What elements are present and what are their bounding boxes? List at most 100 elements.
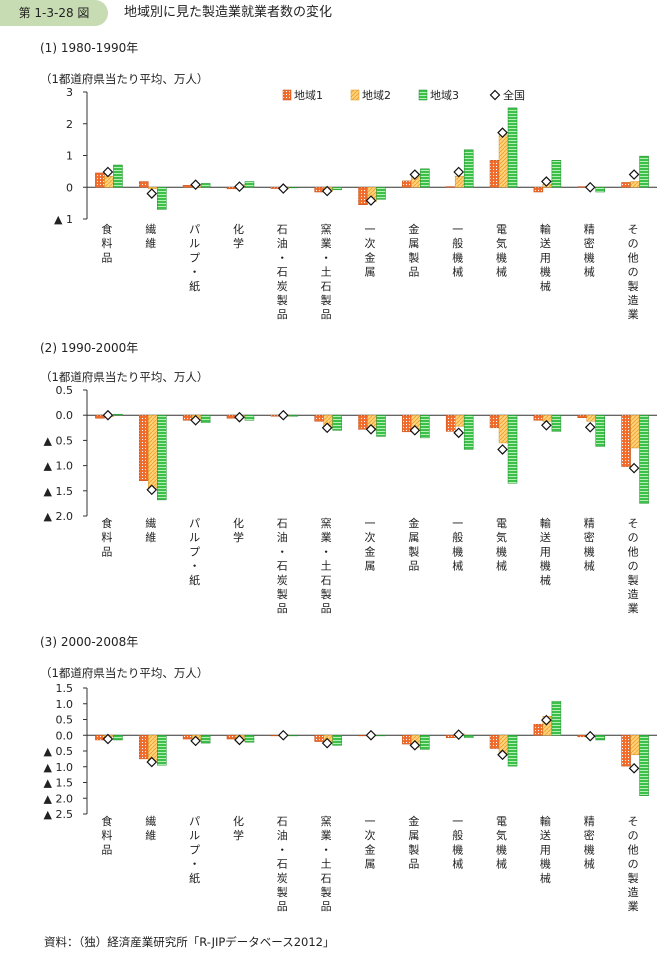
bar-region1 [445, 186, 456, 188]
marker-national [234, 411, 245, 423]
bar-region1 [402, 180, 412, 188]
bar-region1 [358, 187, 368, 205]
y-axis-unit-label: （1都道府県当たり平均、万人） [40, 72, 208, 86]
bar-region1 [489, 160, 500, 188]
category-label: その他の製造業 [628, 815, 639, 913]
marker-national [453, 427, 465, 439]
marker-national [409, 169, 421, 180]
bar-region2 [148, 187, 158, 190]
category-label: 一般機械 [452, 815, 463, 871]
marker-national [277, 729, 289, 741]
y-tick-label: 1 [66, 150, 73, 163]
y-tick-label: ▲ 0.5 [44, 745, 73, 758]
marker-national [497, 127, 508, 138]
marker-national [584, 181, 596, 193]
marker-national [541, 419, 552, 431]
bar-region3 [157, 414, 167, 501]
bar-region3 [507, 107, 518, 188]
bar-region3 [332, 414, 342, 431]
marker-national [628, 169, 640, 180]
bar-region1 [139, 735, 149, 760]
bar-region3 [551, 700, 562, 736]
bar-region3 [463, 414, 474, 450]
bar-region3 [420, 168, 430, 188]
category-label: 食料品 [101, 814, 112, 856]
marker-national [584, 730, 596, 742]
category-label: 金属製品 [408, 222, 419, 279]
bar-region3 [113, 413, 123, 416]
bar-region2 [630, 414, 640, 449]
category-label: 繊維 [145, 517, 156, 544]
bar-region3 [463, 735, 474, 739]
category-label: 化学 [233, 814, 244, 842]
legend: 地域1 地域2 地域3 全国 [282, 88, 525, 102]
category-label: 輸送用機械 [540, 222, 551, 293]
bar-region2 [586, 414, 596, 422]
bar-region1 [445, 414, 456, 432]
marker-national [321, 185, 333, 197]
bar-region3 [507, 414, 518, 484]
bar-region3 [288, 735, 299, 737]
category-label: その他の製造業 [628, 223, 639, 321]
category-label: その他の製造業 [628, 517, 639, 615]
figure-title: 地域別に見た製造業就業者数の変化 [124, 5, 333, 20]
category-label: 石油・石炭製品 [277, 223, 288, 321]
y-tick-label: 0 [66, 181, 73, 194]
marker-national [234, 181, 245, 192]
bar-region3 [200, 414, 211, 424]
y-tick-label: 1.5 [56, 682, 74, 695]
bar-region3 [200, 735, 211, 744]
category-label: 精密機械 [584, 517, 595, 573]
bar-region1 [489, 414, 500, 429]
category-label: 石油・石炭製品 [277, 517, 288, 615]
bar-region1 [621, 414, 631, 467]
category-label: 繊維 [145, 815, 156, 842]
legend-marker-national [489, 89, 501, 101]
figure-header: 第 1-3-28 図 地域別に見た製造業就業者数の変化 [0, 0, 672, 30]
bar-region3 [551, 414, 562, 432]
legend-label-region3: 地域3 [430, 89, 459, 102]
y-tick-label: ▲ 2.5 [44, 808, 73, 821]
bar-region3 [595, 414, 605, 447]
y-tick-label: ▲ 0.5 [44, 434, 73, 447]
bar-region1 [182, 185, 193, 188]
bar-region3 [288, 414, 299, 417]
marker-national [365, 729, 377, 741]
bar-region1 [402, 414, 412, 433]
bar-region3 [332, 735, 342, 746]
bar-region1 [489, 735, 500, 749]
category-label: 窯業・土石製品 [321, 516, 332, 615]
y-tick-label: ▲ 1 [54, 213, 73, 226]
marker-national [146, 756, 158, 768]
y-tick-label: ▲ 2.0 [44, 510, 73, 523]
bar-region3 [595, 735, 605, 741]
y-tick-label: ▲ 2.0 [44, 792, 73, 805]
chart-2: (2) 1990-2000年 （1都道府県当たり平均、万人）0.5 0.0 ▲ 0.5… [40, 341, 657, 615]
y-axis-unit-label: （1都道府県当たり平均、万人） [40, 370, 208, 384]
marker-national [321, 422, 333, 434]
bar-region3 [157, 187, 167, 210]
bar-region3 [376, 187, 386, 200]
y-tick-label: ▲ 1.5 [44, 777, 73, 790]
bar-region1 [402, 735, 412, 745]
bar-region3 [551, 160, 562, 188]
bar-region1 [621, 182, 631, 188]
bar-region1 [358, 414, 368, 430]
y-axis-unit-label: （1都道府県当たり平均、万人） [40, 666, 208, 680]
category-label: 一次金属 [365, 223, 376, 279]
marker-national [409, 424, 421, 436]
bar-region3 [244, 181, 255, 188]
y-tick-label: ▲ 1.0 [44, 761, 73, 774]
marker-national [190, 414, 201, 426]
category-label: パルプ・紙 [189, 223, 200, 293]
bar-region1 [621, 735, 631, 767]
marker-national [365, 195, 377, 206]
bar-region1 [226, 735, 237, 740]
category-label: 電気機械 [496, 223, 507, 279]
bar-region2 [498, 134, 509, 188]
y-tick-label: 3 [66, 86, 73, 99]
bar-region2 [630, 181, 640, 188]
category-label: 一次金属 [365, 517, 376, 573]
category-label: 電気機械 [496, 815, 507, 871]
